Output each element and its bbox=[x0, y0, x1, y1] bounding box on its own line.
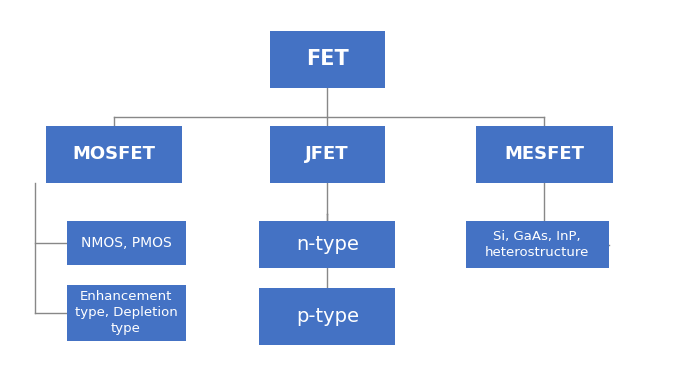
FancyBboxPatch shape bbox=[270, 31, 385, 88]
Text: Si, GaAs, InP,
heterostructure: Si, GaAs, InP, heterostructure bbox=[485, 230, 589, 259]
Text: FET: FET bbox=[306, 49, 349, 69]
Text: MESFET: MESFET bbox=[504, 145, 584, 163]
FancyBboxPatch shape bbox=[466, 221, 609, 268]
FancyBboxPatch shape bbox=[259, 288, 396, 345]
Text: Enhancement
type, Depletion
type: Enhancement type, Depletion type bbox=[75, 291, 177, 335]
Text: n-type: n-type bbox=[296, 235, 358, 254]
FancyBboxPatch shape bbox=[259, 221, 396, 268]
Text: JFET: JFET bbox=[305, 145, 349, 163]
Text: NMOS, PMOS: NMOS, PMOS bbox=[80, 236, 172, 250]
Text: p-type: p-type bbox=[295, 307, 358, 326]
FancyBboxPatch shape bbox=[66, 221, 186, 265]
FancyBboxPatch shape bbox=[270, 126, 385, 182]
FancyBboxPatch shape bbox=[46, 126, 182, 182]
FancyBboxPatch shape bbox=[476, 126, 612, 182]
FancyBboxPatch shape bbox=[66, 285, 186, 341]
Text: MOSFET: MOSFET bbox=[72, 145, 155, 163]
